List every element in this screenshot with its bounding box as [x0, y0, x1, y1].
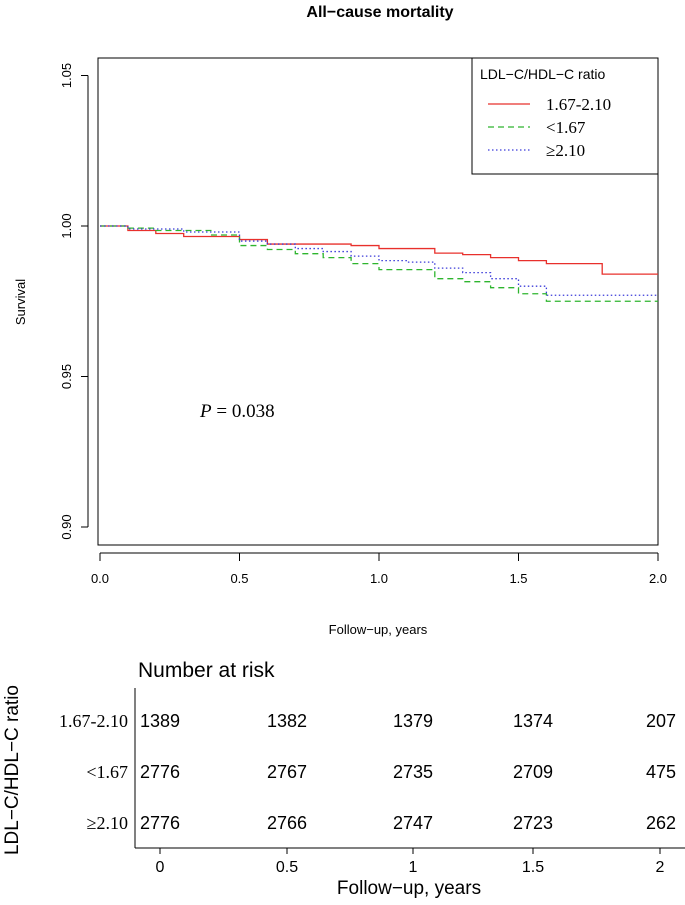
risk-row-label: 1.67-2.10 — [59, 711, 128, 731]
risk-count-cell: 2709 — [513, 762, 553, 782]
legend-label-series-2: <1.67 — [546, 118, 586, 137]
risk-row-label: ≥2.10 — [87, 813, 128, 833]
risk-count-cell: 1379 — [393, 711, 433, 731]
risk-count-cell: 2767 — [267, 762, 307, 782]
risk-count-cell: 1389 — [140, 711, 180, 731]
y-tick-label: 1.00 — [59, 213, 74, 238]
legend: LDL−C/HDL−C ratio 1.67-2.10 <1.67 ≥2.10 — [471, 57, 659, 175]
risk-table-x-label: Follow−up, years — [337, 878, 481, 899]
y-axis-label: Survival — [13, 279, 28, 325]
risk-count-cell: 2735 — [393, 762, 433, 782]
risk-x-tick-label: 1 — [409, 859, 418, 876]
risk-count-cell: 2776 — [140, 813, 180, 833]
risk-x-tick-label: 2 — [656, 859, 665, 876]
risk-count-cell: 2747 — [393, 813, 433, 833]
risk-count-cell: 262 — [646, 813, 676, 833]
risk-row-label: <1.67 — [86, 762, 128, 782]
legend-title: LDL−C/HDL−C ratio — [480, 66, 605, 82]
risk-count-cell: 475 — [646, 762, 676, 782]
x-tick-label: 0.0 — [91, 571, 109, 586]
p-value-annotation: P = 0.038 — [199, 401, 275, 422]
y-tick-label: 0.90 — [59, 514, 74, 539]
risk-x-tick-label: 0 — [156, 859, 165, 876]
legend-box — [471, 57, 659, 175]
y-axis: 0.90 0.95 1.00 1.05 — [59, 63, 89, 540]
p-value-symbol: P — [199, 401, 212, 422]
risk-table-rows: 1.67-2.10 1389 1382 1379 1374 207 <1.67 2776 276… — [59, 711, 676, 833]
x-tick-label: 0.5 — [230, 571, 248, 586]
legend-label-series-3: ≥2.10 — [546, 141, 585, 160]
km-line-series-3 — [100, 225, 658, 296]
risk-table-x-ticks: 0 0.5 1 1.5 2 — [156, 848, 665, 876]
km-line-series-1 — [100, 225, 658, 275]
x-axis-label: Follow−up, years — [329, 622, 428, 637]
risk-count-cell: 2723 — [513, 813, 553, 833]
x-tick-label: 2.0 — [649, 571, 667, 586]
risk-count-cell: 2776 — [140, 762, 180, 782]
y-tick-label: 1.05 — [59, 63, 74, 88]
series-lines — [100, 225, 658, 302]
risk-count-cell: 1382 — [267, 711, 307, 731]
y-tick-label: 0.95 — [59, 364, 74, 389]
p-value-text: = 0.038 — [212, 401, 275, 422]
risk-table-row-axis-label: LDL−C/HDL−C ratio — [2, 685, 23, 855]
risk-count-cell: 207 — [646, 711, 676, 731]
risk-count-cell: 1374 — [513, 711, 553, 731]
risk-count-cell: 2766 — [267, 813, 307, 833]
legend-label-series-1: 1.67-2.10 — [546, 95, 611, 114]
risk-x-tick-label: 1.5 — [522, 859, 544, 876]
x-axis: 0.0 0.5 1.0 1.5 2.0 — [91, 552, 667, 586]
risk-table-title: Number at risk — [138, 659, 275, 682]
x-tick-label: 1.0 — [370, 571, 388, 586]
x-tick-label: 1.5 — [509, 571, 527, 586]
risk-x-tick-label: 0.5 — [276, 859, 298, 876]
chart-title: All−cause mortality — [306, 4, 453, 21]
